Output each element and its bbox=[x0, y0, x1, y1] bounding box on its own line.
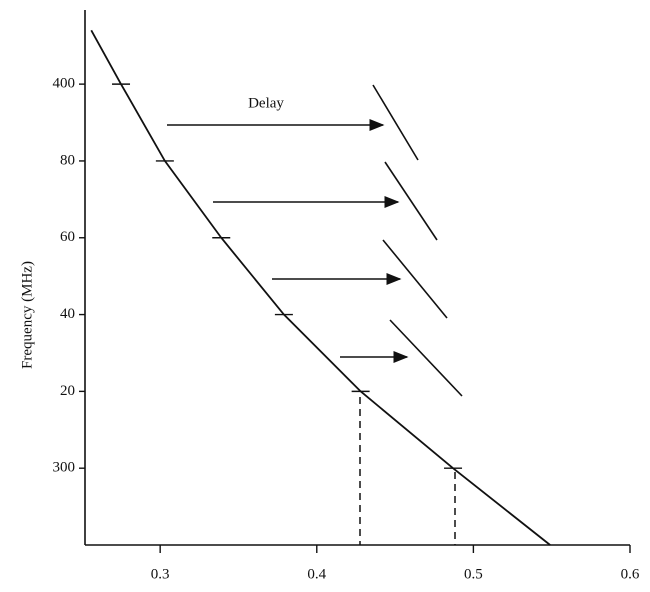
x-tick-label: 0.6 bbox=[621, 566, 640, 582]
y-axis-label: Frequency (MHz) bbox=[19, 261, 35, 369]
x-tick-label: 0.3 bbox=[151, 566, 170, 582]
y-tick-label: 80 bbox=[60, 152, 75, 168]
drop-lines bbox=[359, 397, 456, 545]
x-tick-label: 0.5 bbox=[464, 566, 483, 582]
y-tick-label: 400 bbox=[53, 76, 76, 92]
delay-arrows bbox=[167, 119, 409, 363]
delayed-lines bbox=[372, 84, 463, 397]
curve bbox=[90, 29, 551, 546]
y-tick-label: 20 bbox=[60, 383, 75, 399]
y-tick-label: 300 bbox=[53, 460, 76, 476]
y-tick-label: 60 bbox=[60, 229, 75, 245]
x-tick-label: 0.4 bbox=[307, 566, 326, 582]
delay-label: Delay bbox=[248, 95, 284, 111]
y-tick-label: 40 bbox=[60, 306, 75, 322]
